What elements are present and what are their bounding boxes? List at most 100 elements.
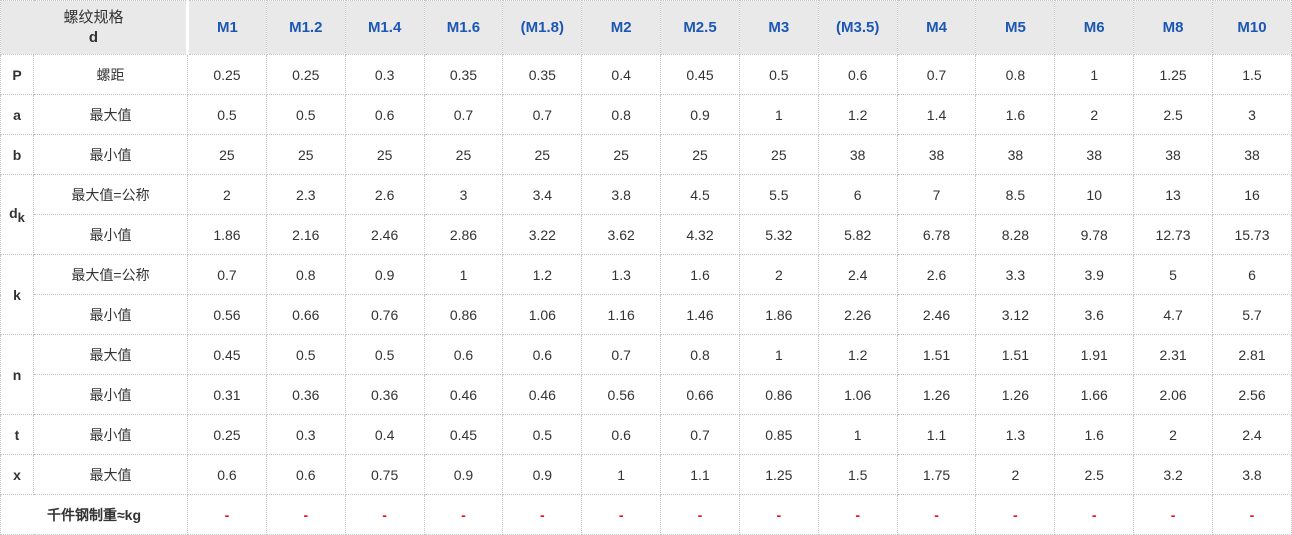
value-cell: 38 <box>975 134 1056 175</box>
value-cell: 1.86 <box>187 214 267 255</box>
value-cell: 0.5 <box>502 414 583 455</box>
value-cell: 8.28 <box>975 214 1056 255</box>
value-cell: 0.3 <box>344 54 425 95</box>
value-cell: 0.56 <box>187 294 267 335</box>
footer-dash-cell: - <box>817 494 898 535</box>
value-cell: 3.2 <box>1133 454 1213 495</box>
value-cell: 38 <box>1133 134 1213 175</box>
column-header-M1.2: M1.2 <box>265 0 346 55</box>
table-row: x 最大值 0.6 0.6 0.75 0.9 0.9 1 1.1 1.25 1.5 1.75 2 2.5 3… <box>0 454 1292 495</box>
value-cell: 25 <box>344 134 425 175</box>
value-cell: 2.86 <box>423 214 504 255</box>
row-label: 最大值 <box>32 94 189 135</box>
footer-dash-cell: - <box>738 494 819 535</box>
value-cell: 1 <box>581 454 662 495</box>
value-cell: 3.22 <box>502 214 583 255</box>
row-label: 最大值=公称 <box>32 174 189 215</box>
value-cell: 0.9 <box>344 254 425 295</box>
footer-dash-cell: - <box>1133 494 1213 535</box>
value-cell: 0.25 <box>187 54 267 95</box>
table-row: b 最小值 25 25 25 25 25 25 25 25 38 38 38 38 38 38 <box>0 134 1292 175</box>
value-cell: 0.6 <box>581 414 662 455</box>
value-cell: 7 <box>896 174 977 215</box>
value-cell: 2 <box>738 254 819 295</box>
value-cell: 1 <box>423 254 504 295</box>
table-row: dk 最大值=公称 2 2.3 2.6 3 3.4 3.8 4.5 5.5 6 7 8.5 10 13 16 <box>0 174 1292 255</box>
value-cell: 0.6 <box>817 54 898 95</box>
column-header-(M1.8): (M1.8) <box>502 0 583 55</box>
value-cell: 5.5 <box>738 174 819 215</box>
value-cell: 1.6 <box>660 254 740 295</box>
value-cell: 4.7 <box>1133 294 1213 335</box>
row-label: 最大值 <box>32 334 189 375</box>
row-label: 最大值=公称 <box>32 254 189 295</box>
footer-dash-cell: - <box>1211 494 1292 535</box>
column-header-M2: M2 <box>581 0 662 55</box>
value-cell: 0.5 <box>265 94 346 135</box>
value-cell: 0.7 <box>660 414 740 455</box>
value-cell: 4.5 <box>660 174 740 215</box>
param-cell-b: b <box>0 134 34 175</box>
column-header-M2.5: M2.5 <box>660 0 740 55</box>
value-cell: 1.6 <box>1054 414 1135 455</box>
value-cell: 1.86 <box>738 294 819 335</box>
value-cell: 25 <box>265 134 346 175</box>
value-cell: 2.4 <box>817 254 898 295</box>
value-cell: 25 <box>738 134 819 175</box>
value-cell: 16 <box>1211 174 1292 215</box>
value-cell: 0.7 <box>581 334 662 375</box>
value-cell: 0.76 <box>344 294 425 335</box>
value-cell: 1.1 <box>660 454 740 495</box>
value-cell: 1.26 <box>975 374 1056 415</box>
value-cell: 3.8 <box>1211 454 1292 495</box>
column-header-M5: M5 <box>975 0 1056 55</box>
value-cell: 38 <box>896 134 977 175</box>
value-cell: 2 <box>187 174 267 215</box>
value-cell: 0.45 <box>423 414 504 455</box>
column-header-M1: M1 <box>186 0 267 55</box>
value-cell: 1.16 <box>581 294 662 335</box>
param-cell-n: n <box>0 334 34 415</box>
param-cell-a: a <box>0 94 34 135</box>
value-cell: 0.8 <box>975 54 1056 95</box>
value-cell: 1.2 <box>817 334 898 375</box>
footer-dash-cell: - <box>896 494 977 535</box>
value-cell: 0.66 <box>660 374 740 415</box>
row-label: 最小值 <box>32 134 189 175</box>
value-cell: 3.6 <box>1054 294 1135 335</box>
value-cell: 2 <box>1133 414 1213 455</box>
column-header-(M3.5): (M3.5) <box>817 0 898 55</box>
value-cell: 3.3 <box>975 254 1056 295</box>
value-cell: 0.8 <box>581 94 662 135</box>
column-header-M4: M4 <box>896 0 977 55</box>
value-cell: 0.35 <box>423 54 504 95</box>
value-cell: 1.25 <box>738 454 819 495</box>
value-cell: 0.5 <box>265 334 346 375</box>
value-cell: 38 <box>1054 134 1135 175</box>
table-row: k 最大值=公称 0.7 0.8 0.9 1 1.2 1.3 1.6 2 2.4 2.6 3.3 3.9 5… <box>0 254 1292 335</box>
value-cell: 0.6 <box>502 334 583 375</box>
value-cell: 0.5 <box>738 54 819 95</box>
value-cell: 3.8 <box>581 174 662 215</box>
value-cell: 2.5 <box>1133 94 1213 135</box>
footer-dash-cell: - <box>344 494 425 535</box>
row-label: 最大值 <box>32 454 189 495</box>
param-cell-k: k <box>0 254 34 335</box>
value-cell: 2 <box>975 454 1056 495</box>
value-cell: 6.78 <box>896 214 977 255</box>
value-cell: 25 <box>423 134 504 175</box>
row-label: 最小值 <box>32 294 189 335</box>
value-cell: 0.46 <box>502 374 583 415</box>
value-cell: 2.81 <box>1211 334 1292 375</box>
param-cell-t: t <box>0 414 34 455</box>
value-cell: 1 <box>738 334 819 375</box>
table-row: P 螺距 0.25 0.25 0.3 0.35 0.35 0.4 0.45 0.5 0.6 0.7 0.… <box>0 54 1292 95</box>
table-row: n 最大值 0.45 0.5 0.5 0.6 0.6 0.7 0.8 1 1.2 1.51 1.51 1.… <box>0 334 1292 415</box>
value-cell: 2.46 <box>344 214 425 255</box>
value-cell: 0.7 <box>187 254 267 295</box>
value-cell: 2.4 <box>1211 414 1292 455</box>
value-cell: 5 <box>1133 254 1213 295</box>
value-cell: 2.46 <box>896 294 977 335</box>
value-cell: 2.3 <box>265 174 346 215</box>
value-cell: 2.26 <box>817 294 898 335</box>
